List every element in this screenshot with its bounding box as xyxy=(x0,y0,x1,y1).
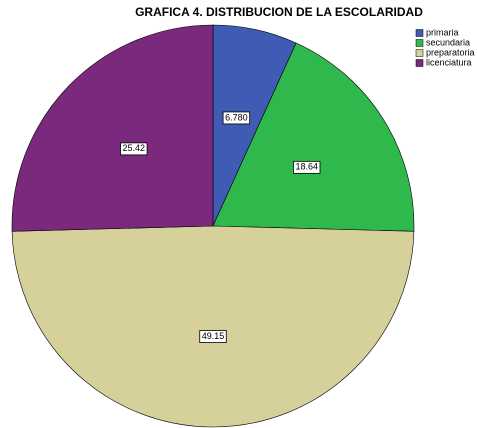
chart-title: GRAFICA 4. DISTRIBUCION DE LA ESCOLARIDA… xyxy=(135,5,423,19)
data-label-box xyxy=(199,330,227,343)
data-label-box xyxy=(222,111,251,125)
legend-label: licenciatura xyxy=(426,57,472,67)
data-label: 6.780 xyxy=(222,111,251,125)
pie-slice xyxy=(212,42,415,232)
data-label-box xyxy=(120,142,148,156)
data-label-text: 18.64 xyxy=(295,162,318,172)
pie-slice xyxy=(11,225,415,428)
pie-slice xyxy=(11,24,214,232)
legend-label: secundaria xyxy=(426,37,470,47)
data-label: 18.64 xyxy=(293,160,321,174)
legend-swatch xyxy=(415,29,424,37)
data-label: 49.15 xyxy=(199,330,227,343)
legend-label: preparatoria xyxy=(426,47,475,57)
data-label-text: 6.780 xyxy=(225,112,248,122)
data-label-text: 25.42 xyxy=(123,143,146,153)
legend-swatch xyxy=(415,49,424,57)
data-label-box xyxy=(293,160,321,174)
data-label: 25.42 xyxy=(120,142,148,156)
legend-label: primaria xyxy=(426,27,459,37)
data-label-text: 49.15 xyxy=(202,331,225,341)
legend-swatch xyxy=(415,59,424,67)
legend-swatch xyxy=(415,39,424,47)
